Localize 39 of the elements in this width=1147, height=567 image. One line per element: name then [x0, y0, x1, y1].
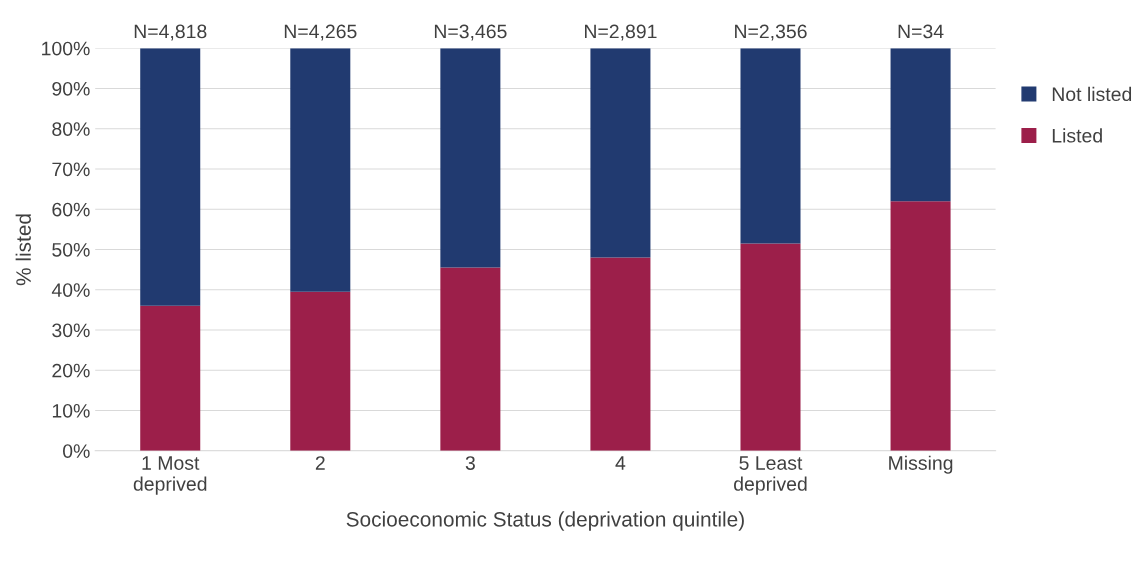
bar — [140, 48, 201, 306]
y-tick-label: 20% — [52, 363, 90, 378]
y-tick-label: 70% — [52, 162, 90, 177]
y-tick-label: 40% — [51, 283, 90, 297]
x-tick-label: 2 — [315, 456, 325, 470]
y-axis-title: % listed — [15, 214, 31, 286]
annotation: N=4,265 — [284, 24, 357, 41]
annotation: N=2,891 — [585, 24, 657, 41]
bar — [140, 305, 201, 451]
y-tick-label: 90% — [52, 81, 90, 96]
x-tick-label: 3 — [465, 456, 475, 470]
bar — [590, 257, 651, 451]
bar — [290, 48, 351, 292]
y-tick-label: 60% — [52, 202, 90, 217]
legend-label: Not listed — [1052, 86, 1132, 102]
bar — [740, 243, 801, 451]
bar — [590, 48, 651, 258]
annotation: N=2,356 — [735, 24, 807, 41]
bar — [890, 201, 951, 451]
x-tick-label: Missing — [889, 455, 953, 474]
x-tick-label: 5 Least deprived — [734, 456, 807, 495]
legend-label: Listed — [1052, 128, 1102, 143]
bar — [740, 48, 801, 244]
bar — [440, 48, 501, 268]
y-tick-label: 0% — [63, 444, 90, 458]
bar — [440, 267, 501, 451]
bar — [890, 48, 951, 202]
annotation: N=34 — [898, 24, 944, 39]
bar — [290, 291, 351, 451]
y-tick-label: 50% — [52, 242, 90, 257]
y-tick-label: 10% — [52, 403, 90, 418]
x-tick-label: 4 — [615, 456, 626, 470]
y-tick-label: 30% — [52, 323, 90, 338]
y-tick-label: 100% — [42, 41, 90, 56]
y-tick-label: 80% — [52, 122, 90, 136]
x-axis-title: Socioeconomic Status (deprivation quintile) — [346, 511, 744, 531]
x-tick-label: 1 Most deprived — [133, 456, 207, 495]
annotation: N=3,465 — [434, 24, 507, 41]
annotation: N=4,818 — [134, 24, 207, 41]
